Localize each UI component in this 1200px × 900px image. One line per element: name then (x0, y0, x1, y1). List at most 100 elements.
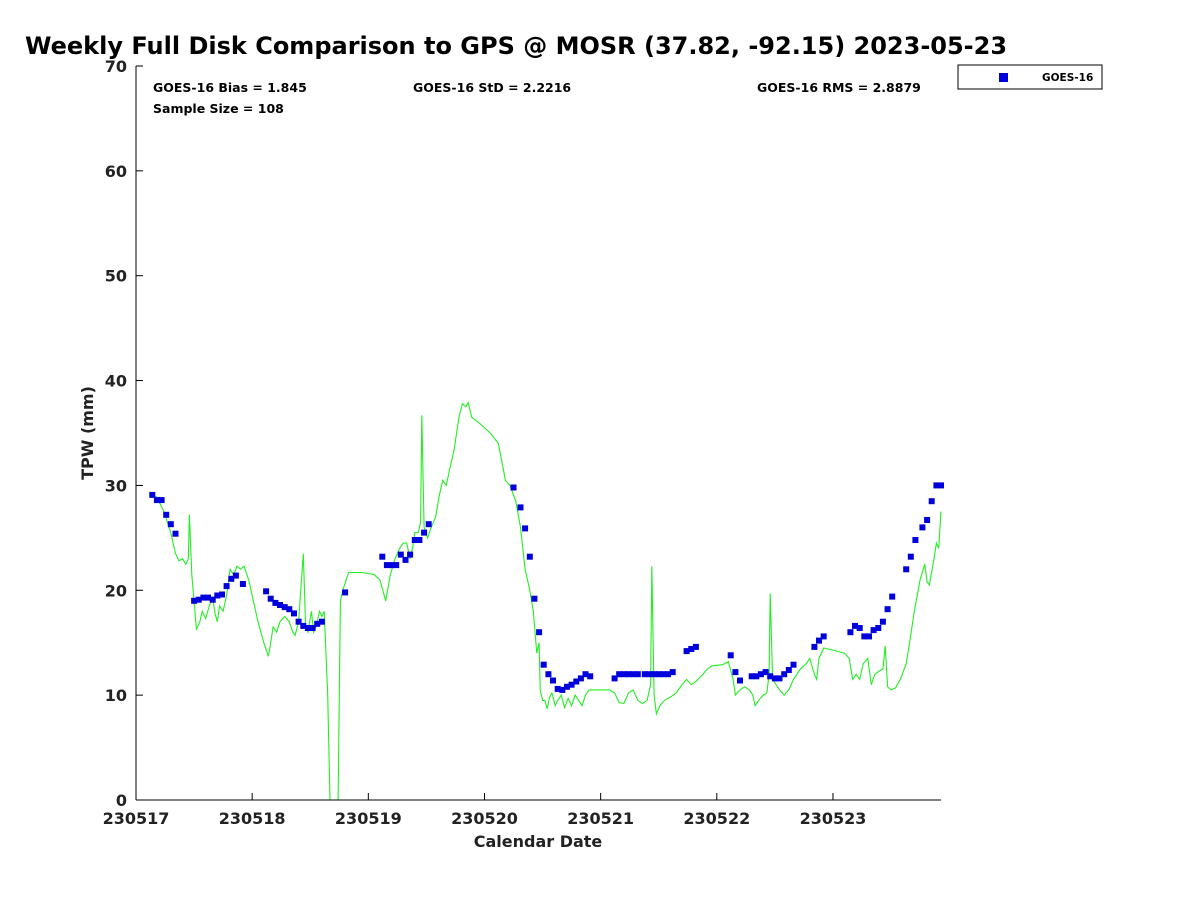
goes-data-point (314, 620, 321, 627)
goes-data-point (907, 553, 914, 560)
goes-data-point (342, 589, 349, 596)
goes-data-point (660, 671, 667, 678)
goes-data-point (149, 491, 156, 498)
goes-data-point (933, 482, 940, 489)
goes-data-point (545, 671, 552, 678)
goes-data-point (272, 599, 279, 606)
goes-data-point (655, 671, 662, 678)
x-axis-label: Calendar Date (474, 832, 603, 851)
goes-data-point (737, 677, 743, 684)
goes-data-point (683, 648, 690, 655)
y-axis-label: TPW (mm) (78, 386, 97, 480)
goes-data-point (214, 592, 221, 599)
goes-data-point (232, 572, 239, 579)
goes-data-point (573, 678, 580, 685)
goes-data-point (630, 671, 637, 678)
goes-data-point (239, 581, 246, 587)
goes-data-point (550, 677, 556, 684)
goes-data-point (785, 667, 792, 673)
goes-data-point (304, 625, 311, 631)
goes-data-point (634, 671, 641, 678)
goes-data-point (554, 685, 561, 692)
goes-data-point (651, 671, 658, 678)
goes-data-point (172, 530, 179, 537)
goes-data-point (295, 618, 302, 625)
goes-data-point (411, 537, 418, 543)
gps-series-layer (149, 401, 942, 801)
goes-data-point (318, 618, 325, 625)
goes-data-point (267, 595, 274, 602)
goes-data-point (421, 529, 428, 536)
y-tick-label: 10 (105, 686, 127, 705)
goes-data-point (309, 625, 316, 631)
goes-data-point (732, 669, 739, 676)
goes-data-point (611, 675, 618, 682)
y-tick-label: 30 (105, 476, 127, 495)
legend-label-goes: GOES-16 (1042, 72, 1093, 84)
goes-data-point (762, 669, 769, 676)
goes-data-point (771, 675, 778, 682)
goes-data-point (669, 669, 676, 676)
goes-data-point (587, 673, 594, 680)
goes-data-point (757, 671, 764, 678)
x-tick-label: 230518 (219, 809, 286, 828)
y-tick-label: 0 (116, 791, 127, 810)
goes-data-point (790, 661, 797, 668)
rms-stat: GOES-16 RMS = 2.8879 (757, 80, 921, 95)
goes-data-point (884, 606, 891, 613)
goes-data-point (522, 525, 529, 532)
goes-data-point (912, 537, 919, 543)
goes-data-point (889, 593, 896, 600)
goes-data-point (665, 671, 671, 678)
x-tick-label: 230517 (103, 809, 170, 828)
plot-area (136, 66, 941, 800)
goes-data-point (866, 633, 872, 640)
goes-data-point (393, 562, 400, 569)
goes-data-point (531, 595, 538, 602)
goes-data-point (692, 643, 699, 650)
goes-data-point (291, 610, 297, 617)
goes-data-point (879, 618, 886, 625)
goes-data-point (510, 484, 517, 491)
goes-data-point (205, 594, 211, 601)
goes-data-point (526, 553, 533, 560)
goes-data-point (811, 643, 818, 650)
goes-data-point (167, 521, 174, 528)
legend: GOES-16 (957, 64, 1103, 90)
chart-title: Weekly Full Disk Comparison to GPS @ MOS… (25, 32, 1007, 60)
goes-data-point (191, 597, 198, 604)
goes-data-point (536, 629, 543, 636)
y-tick-group: 0 10 20 30 40 50 60 70 (105, 57, 143, 810)
x-tick-label: 230521 (567, 809, 634, 828)
y-tick-label: 50 (105, 267, 127, 286)
goes-data-point (616, 671, 623, 678)
goes-data-point (903, 566, 910, 573)
y-tick-label: 20 (105, 581, 127, 600)
goes-data-point (875, 625, 882, 631)
goes-data-point (924, 517, 931, 523)
goes-data-point (646, 671, 653, 678)
goes-data-point (641, 671, 648, 678)
legend-marker-goes (999, 73, 1008, 82)
goes-data-point (582, 671, 589, 678)
x-tick-label: 230522 (683, 809, 750, 828)
goes-data-point (517, 504, 524, 511)
goes-data-point (286, 606, 293, 613)
goes-data-point (938, 482, 944, 489)
goes-data-point (379, 553, 386, 560)
goes-data-point (820, 633, 827, 640)
goes-data-point (195, 596, 202, 603)
goes-data-point (776, 675, 783, 682)
y-tick-label: 70 (105, 57, 127, 76)
goes-data-point (277, 602, 283, 608)
goes-data-point (300, 622, 307, 629)
goes-data-point (383, 562, 390, 569)
goes-data-point (870, 627, 877, 634)
goes-data-point (263, 588, 270, 595)
goes-data-point (219, 591, 225, 598)
goes-data-point (402, 556, 409, 563)
goes-data-point (540, 661, 547, 668)
legend-box (957, 64, 1103, 90)
goes-data-point (153, 497, 160, 504)
